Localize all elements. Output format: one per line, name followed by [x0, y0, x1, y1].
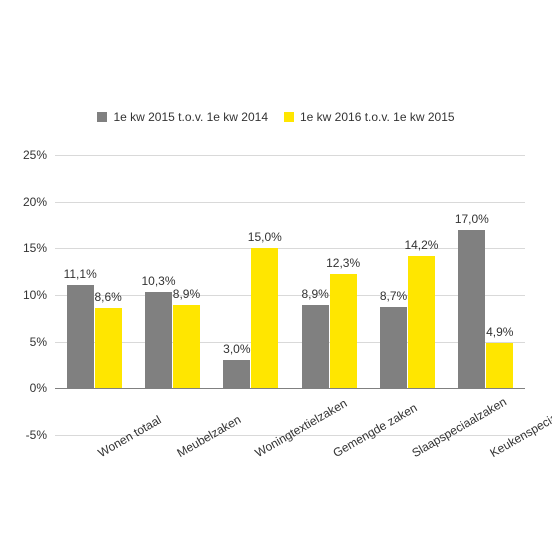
bar-value-label: 15,0%	[248, 230, 282, 244]
bar-value-label: 12,3%	[326, 256, 360, 270]
legend-swatch	[97, 112, 107, 122]
gridline	[55, 388, 525, 389]
legend-item: 1e kw 2016 t.o.v. 1e kw 2015	[284, 110, 455, 124]
bar-value-label: 8,6%	[94, 290, 121, 304]
legend-item: 1e kw 2015 t.o.v. 1e kw 2014	[97, 110, 268, 124]
bar: 8,6%	[95, 308, 122, 388]
bar-value-label: 4,9%	[486, 325, 513, 339]
y-axis-tick-label: 25%	[2, 148, 47, 162]
bar-value-label: 10,3%	[141, 274, 175, 288]
legend-label: 1e kw 2015 t.o.v. 1e kw 2014	[113, 110, 268, 124]
bar: 15,0%	[251, 248, 278, 388]
y-axis-tick-label: 15%	[2, 241, 47, 255]
y-axis-tick-label: 10%	[2, 288, 47, 302]
bar-value-label: 11,1%	[64, 267, 97, 281]
bar: 4,9%	[486, 343, 513, 389]
y-axis-tick-label: -5%	[2, 428, 47, 442]
gridline	[55, 295, 525, 296]
bar-value-label: 8,7%	[380, 289, 407, 303]
category-label: Gemengde zaken	[331, 448, 338, 460]
bar-value-label: 3,0%	[223, 342, 250, 356]
gridline	[55, 202, 525, 203]
bar: 11,1%	[67, 285, 94, 389]
bar: 8,9%	[302, 305, 329, 388]
bar-value-label: 17,0%	[455, 212, 489, 226]
legend-label: 1e kw 2016 t.o.v. 1e kw 2015	[300, 110, 455, 124]
category-label: Wonen totaal	[96, 448, 103, 460]
gridline	[55, 248, 525, 249]
category-label: Woningtextielzaken	[252, 448, 259, 460]
y-axis-tick-label: 20%	[2, 195, 47, 209]
plot-area: -5%0%5%10%15%20%25%11,1%8,6%Wonen totaal…	[55, 155, 525, 435]
y-axis-tick-label: 0%	[2, 381, 47, 395]
bar: 3,0%	[223, 360, 250, 388]
category-label: Keukenspeciaalzaken	[487, 448, 494, 460]
bar: 10,3%	[145, 292, 172, 388]
chart-container: 1e kw 2015 t.o.v. 1e kw 2014 1e kw 2016 t…	[0, 0, 552, 552]
bar: 14,2%	[408, 256, 435, 389]
bar: 17,0%	[458, 230, 485, 389]
category-label: Slaapspeciaalzaken	[409, 448, 416, 460]
y-axis-tick-label: 5%	[2, 335, 47, 349]
gridline	[55, 155, 525, 156]
legend-swatch	[284, 112, 294, 122]
legend: 1e kw 2015 t.o.v. 1e kw 2014 1e kw 2016 t…	[0, 110, 552, 125]
gridline	[55, 342, 525, 343]
bar: 12,3%	[330, 274, 357, 389]
category-label: Meubelzaken	[174, 448, 181, 460]
bar-value-label: 8,9%	[173, 287, 200, 301]
bar-value-label: 14,2%	[404, 238, 438, 252]
bar: 8,7%	[380, 307, 407, 388]
bar-value-label: 8,9%	[301, 287, 328, 301]
bar: 8,9%	[173, 305, 200, 388]
